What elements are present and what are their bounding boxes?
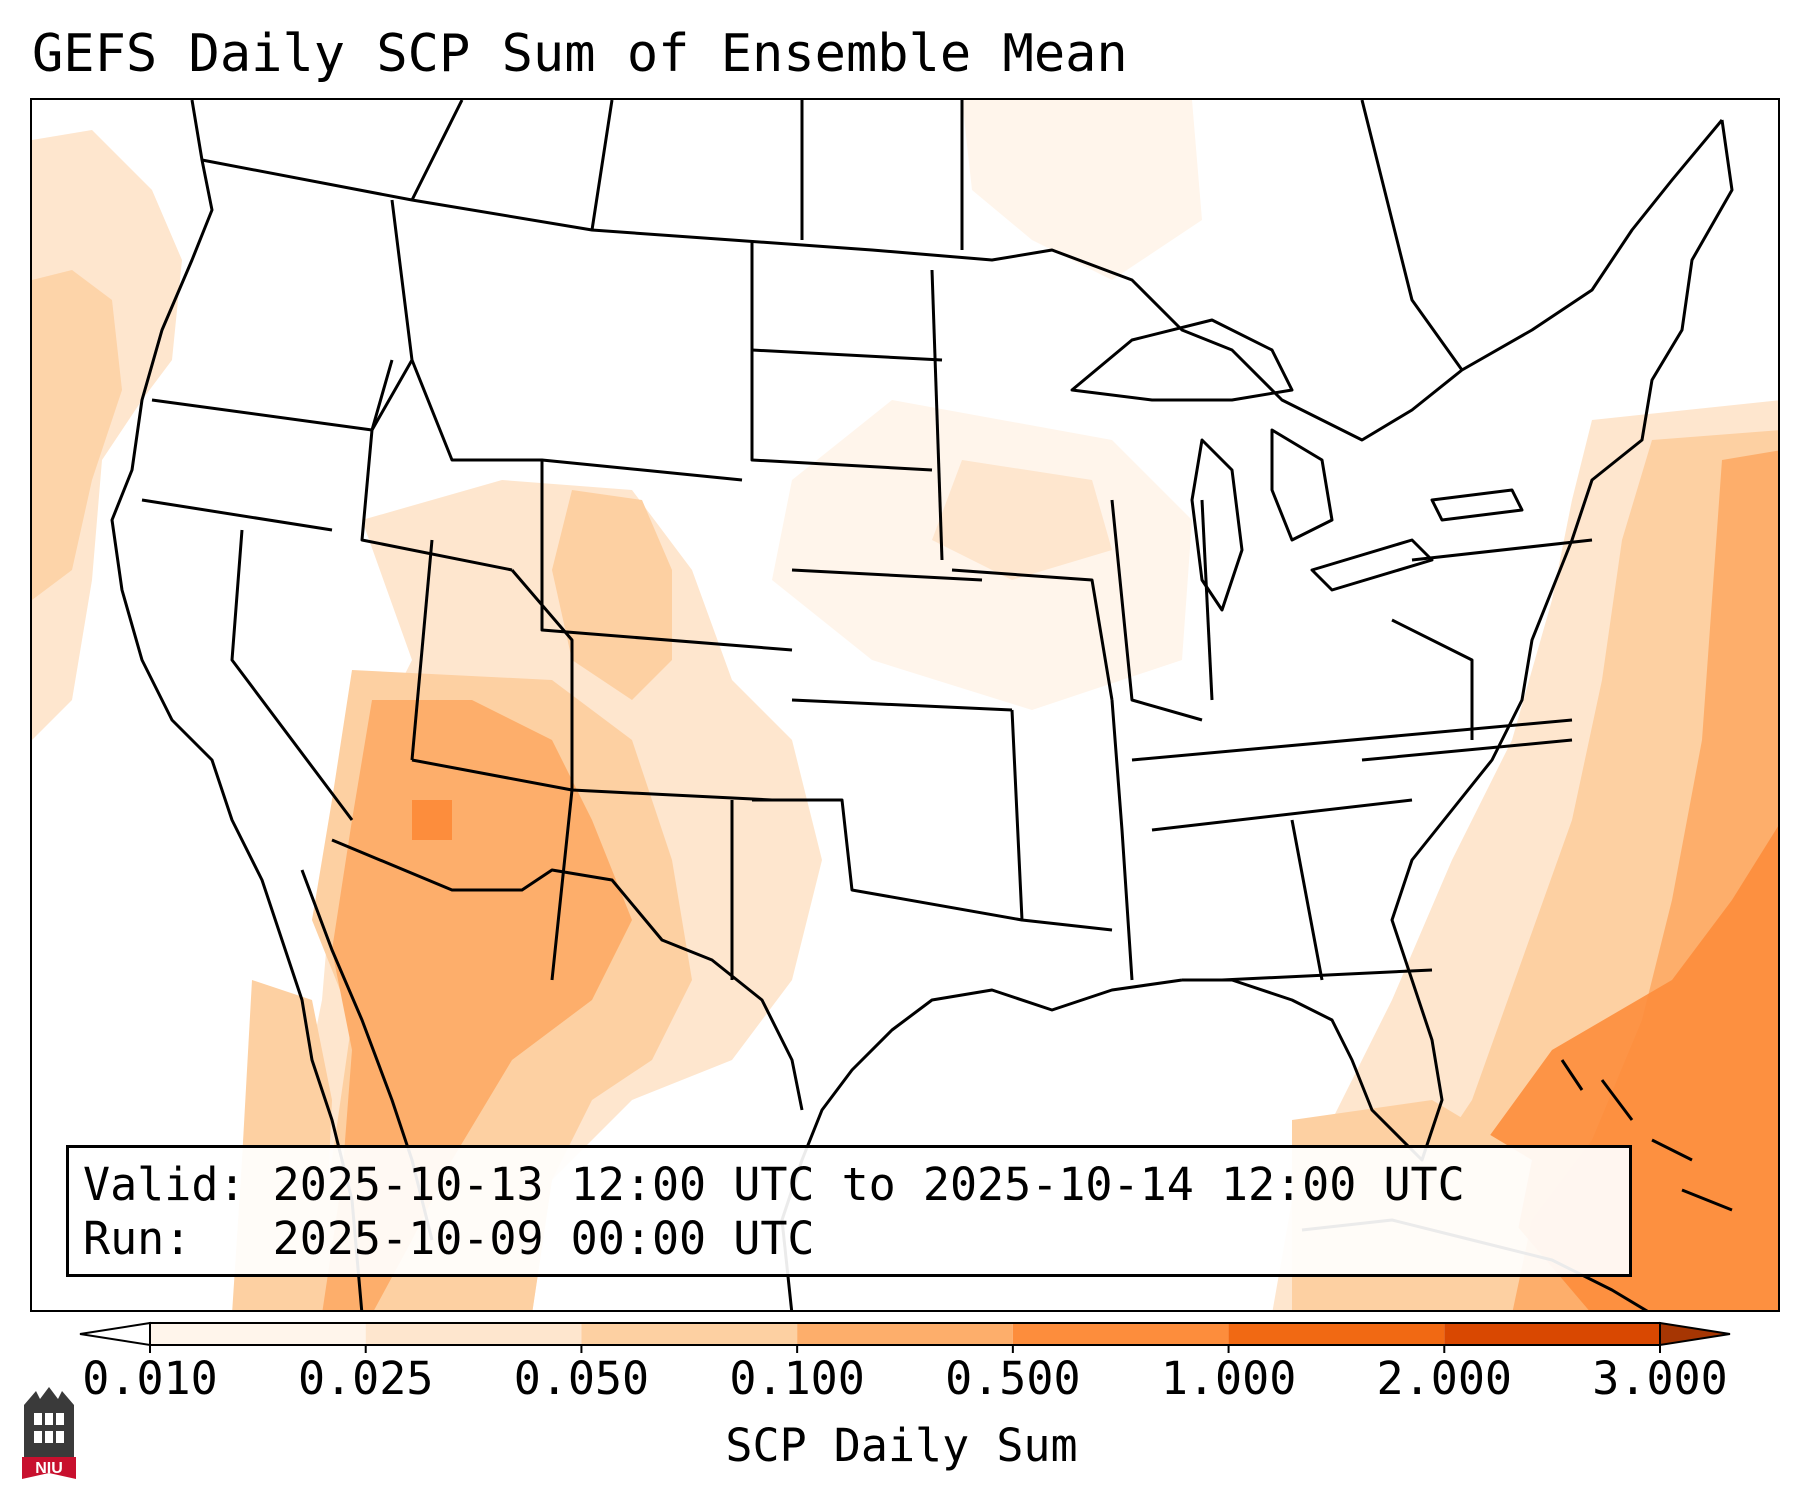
state-line-az-nm: [411, 758, 574, 981]
valid-run-info-box: Valid: 2025-10-13 12:00 UTC to 2025-10-1…: [66, 1145, 1632, 1277]
scp-field-midwest-spots: [932, 460, 1112, 580]
map-panel: [30, 98, 1780, 1312]
logo-window-5: [45, 1431, 53, 1443]
colorbar-tick-label: 2.000: [1376, 1352, 1513, 1405]
bahamas-3: [1651, 1138, 1693, 1162]
colorbar-under-extension: [79, 1321, 151, 1347]
lake-michigan: [1190, 438, 1244, 612]
colorbar-tick-label: 0.025: [297, 1352, 434, 1405]
colorbar-tick-label: 0.100: [729, 1352, 865, 1405]
state-line-ca-nv: [230, 529, 354, 821]
scp-field-rockies-medium: [552, 490, 672, 700]
colorbar-tick-label: 0.050: [513, 1352, 650, 1405]
state-line-tn-al: [1151, 798, 1413, 832]
scp-field-az-core: [412, 800, 452, 840]
state-line-pa-ny: [1411, 538, 1593, 562]
canada-interior-2: [590, 100, 614, 231]
bahamas-1: [1560, 1059, 1584, 1091]
colorbar-segment: [1012, 1323, 1229, 1345]
bahamas-2: [1600, 1079, 1634, 1121]
logo-window-4: [34, 1431, 42, 1443]
colorbar-segment: [1228, 1323, 1445, 1345]
canada-interior-1: [410, 100, 464, 201]
logo-window-2: [45, 1413, 53, 1425]
logo-window-6: [56, 1431, 64, 1443]
state-line-ok-tx: [752, 798, 1023, 922]
colorbar-segment: [365, 1323, 582, 1345]
colorbar-segment: [797, 1323, 1013, 1345]
logo-window-3: [56, 1413, 64, 1425]
state-line-ks-ok: [791, 698, 1013, 712]
lake-ontario: [1430, 488, 1524, 522]
colorbar-label: SCP Daily Sum: [725, 1419, 1078, 1472]
mexico-us-border: [331, 838, 804, 1111]
state-line-wv: [1391, 618, 1474, 740]
logo-banner: [22, 1457, 76, 1479]
state-line-va-nc: [1361, 738, 1573, 762]
state-line-ne-ks: [791, 568, 983, 582]
state-line-oh: [1200, 499, 1214, 701]
colorbar-tick-label: 1.000: [1160, 1352, 1297, 1405]
run-time: 2025-10-09 00:00 UTC: [272, 1212, 815, 1265]
state-line-wa-or: [151, 359, 394, 432]
state-line-al-ga: [1290, 819, 1324, 981]
valid-line: Valid: 2025-10-13 12:00 UTC to 2025-10-1…: [83, 1158, 1629, 1212]
lake-superior: [1070, 318, 1294, 402]
valid-time-range: 2025-10-13 12:00 UTC to 2025-10-14 12:00…: [272, 1158, 1465, 1211]
east-coastline: [1182, 119, 1734, 1162]
colorbar-outline: [149, 1322, 1661, 1346]
scp-field-northern-plains: [962, 100, 1202, 280]
colorbar-tick-label: 0.500: [945, 1352, 1081, 1405]
state-line-id: [360, 199, 513, 572]
colorbar-over-extension: [1659, 1321, 1731, 1347]
state-line-il-in: [1110, 499, 1203, 722]
lake-huron: [1270, 428, 1334, 542]
scp-field-pacific-medium: [32, 270, 122, 600]
state-line-mt-wy: [410, 359, 743, 482]
bahamas-4: [1681, 1188, 1733, 1212]
state-line-wy-co: [540, 460, 793, 652]
colorbar: [79, 1321, 1731, 1353]
canada-interior-5: [1360, 100, 1464, 371]
state-line-nd-sd: [750, 240, 933, 472]
state-line-mn: [930, 269, 944, 561]
run-line: Run: 2025-10-09 00:00 UTC: [83, 1212, 1629, 1266]
colorbar-tick-label: 0.010: [82, 1352, 218, 1405]
valid-label: Valid:: [83, 1158, 246, 1211]
map-canvas: [32, 100, 1778, 1310]
logo-text: NIU: [35, 1460, 63, 1477]
logo-window-1: [34, 1413, 42, 1425]
state-line-ia-mo: [951, 568, 1114, 701]
run-label: Run:: [83, 1212, 192, 1265]
us-canada-border: [201, 119, 1724, 442]
state-line-ga-fl: [1221, 968, 1433, 982]
state-line-dakotas: [751, 348, 943, 362]
state-line-nv-ut: [410, 539, 434, 761]
state-line-or-ca: [141, 498, 333, 532]
colorbar-segment: [1444, 1323, 1660, 1345]
colorbar-tick-label: 3.000: [1592, 1352, 1728, 1405]
niu-logo-icon: NIU: [22, 1387, 76, 1479]
state-line-ky-tn: [1131, 718, 1573, 762]
west-coastline: [110, 100, 364, 1310]
lake-erie: [1310, 538, 1434, 592]
state-line-ar-la: [1010, 709, 1113, 932]
map-title: GEFS Daily SCP Sum of Ensemble Mean: [32, 24, 1128, 84]
colorbar-segment: [150, 1323, 366, 1345]
state-line-miss: [1110, 699, 1134, 981]
colorbar-segment: [581, 1323, 798, 1345]
coastlines-and-borders: [110, 100, 1734, 1310]
